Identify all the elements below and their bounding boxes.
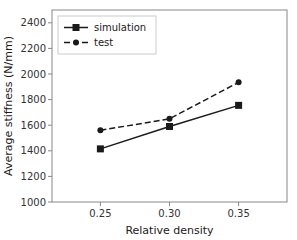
- legend-box: [58, 16, 156, 54]
- y-tick-label: 2200: [21, 43, 46, 54]
- y-tick: [48, 99, 52, 100]
- y-tick-label: 2400: [21, 17, 46, 28]
- legend-label: simulation: [94, 22, 146, 33]
- y-tick-label: 1200: [21, 171, 46, 182]
- y-tick-label: 1400: [21, 145, 46, 156]
- chart-svg: 0.25 0.30 0.35 1000 1200 1400 1600 1800 2000 2200…: [0, 0, 297, 240]
- chart-container: 0.25 0.30 0.35 1000 1200 1400 1600 1800 2000 2200…: [0, 0, 297, 240]
- y-tick: [48, 176, 52, 177]
- y-tick-label: 1000: [21, 197, 46, 208]
- y-tick: [48, 125, 52, 126]
- x-tick-label: 0.25: [89, 208, 111, 219]
- x-axis: 0.25 0.30 0.35: [89, 202, 250, 219]
- series-marker: [167, 116, 173, 122]
- x-tick-label: 0.35: [227, 208, 249, 219]
- y-tick: [48, 48, 52, 49]
- series-marker: [97, 127, 103, 133]
- series-marker: [97, 145, 104, 152]
- x-tick: [100, 202, 101, 206]
- y-tick: [48, 202, 52, 203]
- legend-label: test: [94, 37, 113, 48]
- y-tick-label: 2000: [21, 69, 46, 80]
- series-marker: [236, 79, 242, 85]
- y-axis: 1000 1200 1400 1600 1800 2000 2200 2400: [21, 17, 52, 207]
- background: [0, 0, 297, 240]
- series-marker: [166, 123, 173, 130]
- legend-marker: [73, 40, 79, 46]
- y-tick: [48, 74, 52, 75]
- plot-data: [97, 79, 242, 152]
- x-tick-label: 0.30: [158, 208, 180, 219]
- x-tick: [238, 202, 239, 206]
- y-tick: [48, 22, 52, 23]
- y-tick-label: 1600: [21, 120, 46, 131]
- series-marker: [235, 102, 242, 109]
- x-axis-label: Relative density: [125, 224, 214, 237]
- y-tick-label: 1800: [21, 94, 46, 105]
- series-line: [100, 82, 238, 130]
- y-axis-label: Average stiffness (N/mm): [2, 36, 15, 176]
- x-tick: [169, 202, 170, 206]
- legend-marker: [73, 24, 80, 31]
- y-tick: [48, 150, 52, 151]
- plot-frame: [52, 10, 287, 202]
- legend: simulation test: [58, 16, 156, 54]
